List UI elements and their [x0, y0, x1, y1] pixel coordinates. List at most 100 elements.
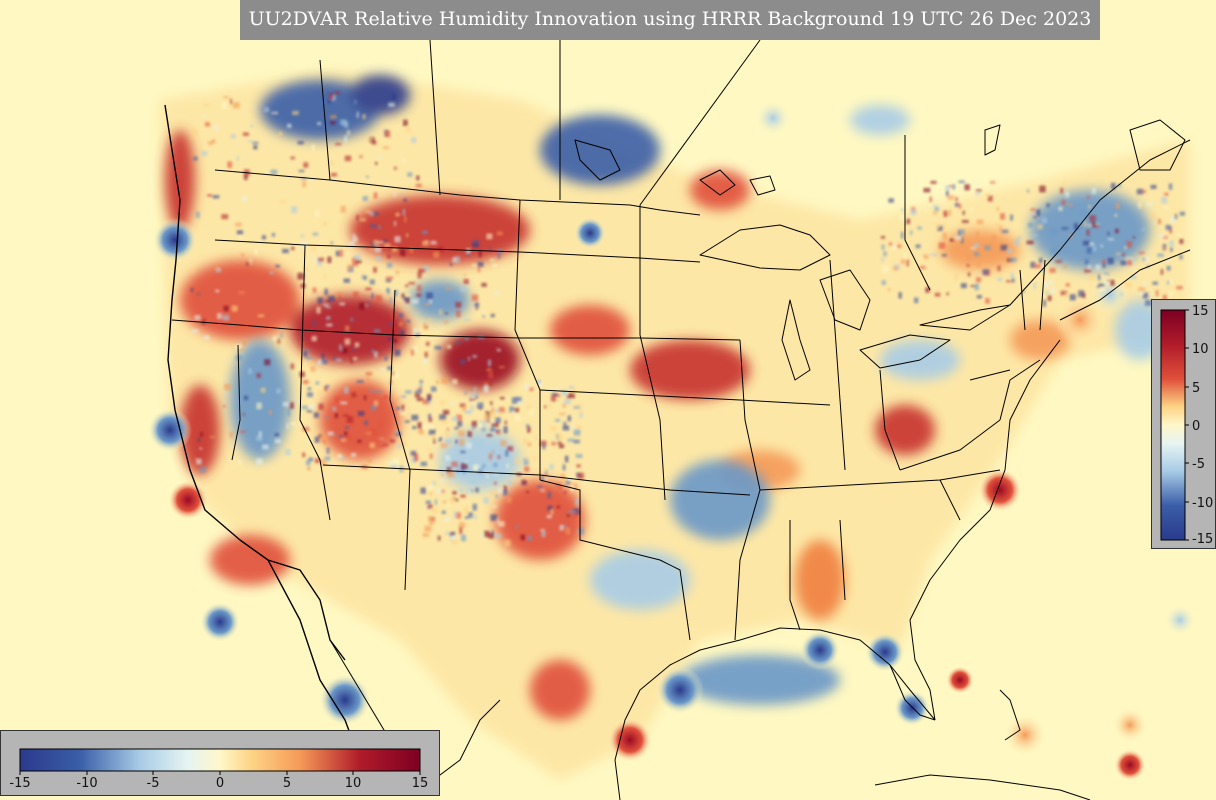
texture-speck: [1170, 217, 1176, 223]
texture-speck: [370, 428, 377, 436]
texture-speck: [203, 103, 210, 107]
texture-speck: [489, 453, 492, 460]
texture-speck: [364, 420, 368, 426]
texture-speck: [482, 314, 486, 318]
texture-speck: [314, 256, 320, 263]
texture-speck: [440, 443, 447, 448]
texture-speck: [447, 470, 455, 478]
texture-speck: [321, 353, 324, 361]
texture-speck: [1102, 262, 1106, 268]
texture-speck: [473, 515, 477, 520]
texture-speck: [958, 229, 965, 235]
texture-speck: [1103, 272, 1110, 276]
texture-speck: [1030, 261, 1036, 268]
texture-speck: [942, 232, 947, 240]
texture-speck: [938, 242, 946, 249]
texture-speck: [569, 385, 574, 389]
texture-speck: [1102, 259, 1106, 264]
texture-speck: [321, 359, 328, 365]
texture-speck: [405, 420, 410, 423]
texture-speck: [559, 412, 566, 416]
texture-speck: [576, 464, 581, 468]
texture-speck: [323, 303, 329, 307]
texture-speck: [1006, 280, 1012, 283]
texture-speck: [224, 383, 231, 390]
texture-speck: [933, 211, 938, 215]
texture-speck: [389, 299, 395, 303]
texture-speck: [375, 295, 383, 302]
texture-speck: [424, 303, 430, 306]
texture-speck: [311, 246, 317, 251]
colorbar-bottom-tick-label: 15: [412, 776, 429, 791]
texture-speck: [1150, 184, 1157, 189]
texture-speck: [312, 287, 317, 293]
texture-speck: [487, 359, 492, 367]
texture-speck: [231, 305, 238, 312]
texture-speck: [400, 409, 407, 416]
texture-speck: [426, 292, 433, 299]
texture-speck: [238, 236, 243, 240]
texture-speck: [937, 225, 943, 231]
texture-speck: [238, 459, 242, 465]
texture-speck: [383, 146, 390, 149]
colorbar-bottom: -15 -10 -5 0 5 10 15: [0, 730, 440, 796]
texture-speck: [1010, 214, 1014, 221]
texture-speck: [1138, 251, 1145, 254]
texture-speck: [495, 417, 501, 424]
texture-speck: [525, 475, 532, 478]
texture-speck: [435, 434, 439, 439]
texture-speck: [260, 387, 266, 393]
texture-speck: [269, 271, 274, 274]
texture-speck: [575, 454, 583, 458]
texture-speck: [449, 498, 455, 504]
texture-speck: [494, 482, 497, 485]
texture-speck: [197, 293, 200, 296]
texture-speck: [975, 270, 978, 273]
texture-speck: [557, 441, 562, 445]
texture-speck: [241, 253, 245, 258]
texture-speck: [565, 479, 571, 485]
texture-speck: [350, 317, 354, 322]
texture-speck: [1001, 229, 1009, 234]
texture-speck: [344, 431, 348, 437]
texture-speck: [407, 172, 413, 177]
texture-speck: [1165, 224, 1172, 231]
texture-speck: [982, 269, 989, 275]
texture-speck: [576, 425, 582, 429]
texture-speck: [906, 259, 909, 267]
texture-speck: [327, 99, 332, 104]
texture-speck: [571, 483, 578, 489]
texture-speck: [311, 335, 317, 342]
texture-speck: [426, 341, 430, 346]
texture-speck: [303, 162, 309, 168]
texture-speck: [400, 193, 403, 196]
texture-speck: [503, 426, 508, 434]
texture-speck: [462, 406, 467, 412]
texture-speck: [540, 489, 545, 492]
texture-speck: [302, 427, 310, 432]
texture-speck: [290, 421, 297, 426]
texture-speck: [945, 185, 950, 190]
texture-speck: [946, 190, 949, 197]
texture-speck: [285, 449, 291, 456]
texture-speck: [544, 405, 547, 409]
texture-speck: [392, 246, 398, 252]
texture-speck: [920, 256, 923, 262]
texture-speck: [439, 309, 442, 315]
texture-speck: [392, 458, 400, 465]
texture-speck: [351, 452, 357, 457]
texture-speck: [394, 221, 397, 226]
texture-speck: [495, 421, 499, 428]
texture-speck: [555, 483, 561, 488]
texture-speck: [406, 320, 411, 323]
texture-speck: [495, 494, 498, 498]
texture-speck: [578, 527, 584, 535]
texture-speck: [428, 417, 433, 423]
texture-speck: [899, 214, 905, 222]
texture-speck: [303, 350, 308, 358]
texture-speck: [1104, 279, 1108, 285]
texture-speck: [378, 155, 382, 160]
texture-speck: [1000, 244, 1008, 251]
texture-speck: [314, 210, 320, 217]
texture-speck: [386, 288, 389, 292]
